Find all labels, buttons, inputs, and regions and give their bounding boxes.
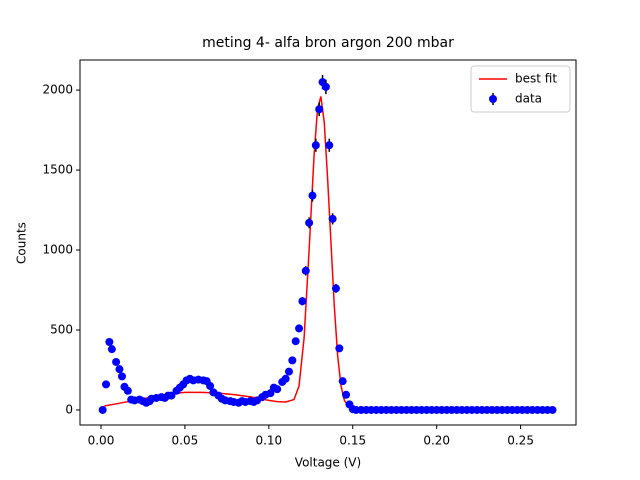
data-point	[295, 324, 304, 333]
fit-line	[104, 96, 555, 411]
data-point	[548, 405, 557, 414]
data-point	[112, 357, 121, 366]
data-point	[288, 356, 297, 365]
data-point	[328, 214, 337, 223]
y-tick-label: 1000	[42, 243, 73, 257]
data-point	[308, 191, 317, 200]
data-point	[107, 345, 116, 354]
data-point	[98, 405, 107, 414]
chart-title: meting 4- alfa bron argon 200 mbar	[202, 35, 454, 51]
x-tick-label: 0.00	[88, 434, 115, 448]
x-tick-label: 0.05	[172, 434, 199, 448]
data-point	[315, 105, 324, 114]
data-point	[105, 337, 114, 346]
data-point	[291, 337, 300, 346]
legend-marker	[489, 95, 497, 103]
data-point	[281, 374, 290, 383]
data-point	[301, 266, 310, 275]
data-point	[335, 344, 344, 353]
legend-label: data	[515, 92, 542, 106]
data-point	[305, 218, 314, 227]
data-point	[298, 297, 307, 306]
data-point	[102, 380, 111, 389]
data-point	[338, 377, 347, 386]
legend-label: best fit	[515, 72, 557, 86]
data-point	[342, 390, 351, 399]
data-point	[117, 372, 126, 381]
x-axis-label: Voltage (V)	[295, 456, 361, 470]
x-tick-label: 0.25	[507, 434, 534, 448]
data-point	[123, 386, 132, 395]
y-tick-label: 1500	[42, 163, 73, 177]
y-tick-label: 500	[50, 322, 73, 336]
y-tick-label: 2000	[42, 83, 73, 97]
data-point	[331, 284, 340, 293]
data-point	[273, 385, 282, 394]
data-point	[321, 82, 330, 91]
data-point	[167, 391, 176, 400]
x-tick-label: 0.20	[423, 434, 450, 448]
data-point	[311, 141, 320, 150]
y-tick-label: 0	[65, 402, 73, 416]
data-point	[325, 141, 334, 150]
x-tick-label: 0.15	[339, 434, 366, 448]
data-point	[206, 381, 215, 390]
data-point	[284, 367, 293, 376]
y-axis-label: Counts	[15, 222, 29, 264]
data-point	[115, 365, 124, 374]
x-tick-label: 0.10	[255, 434, 282, 448]
plot-frame	[79, 59, 577, 426]
